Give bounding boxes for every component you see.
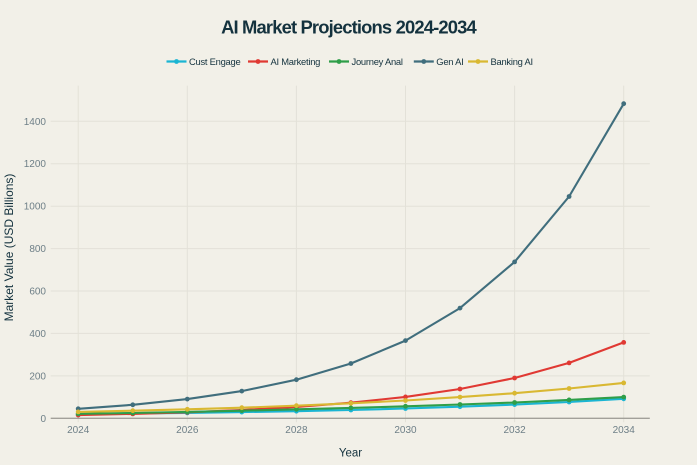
- svg-text:AI Marketing: AI Marketing: [271, 56, 321, 67]
- svg-text:Market Value (USD Billions): Market Value (USD Billions): [2, 174, 16, 322]
- svg-text:400: 400: [29, 329, 46, 340]
- svg-text:2034: 2034: [613, 425, 636, 436]
- svg-text:600: 600: [29, 287, 46, 298]
- svg-text:AI Market Projections 2024-203: AI Market Projections 2024-2034: [221, 17, 477, 38]
- svg-text:0: 0: [40, 414, 46, 425]
- svg-text:Gen AI: Gen AI: [436, 56, 463, 67]
- svg-text:800: 800: [29, 244, 46, 255]
- svg-text:2032: 2032: [503, 425, 526, 436]
- svg-text:1400: 1400: [24, 117, 47, 128]
- svg-text:1000: 1000: [24, 202, 47, 213]
- svg-text:Journey Anal: Journey Anal: [352, 56, 403, 67]
- svg-text:1200: 1200: [24, 159, 47, 170]
- svg-text:Banking AI: Banking AI: [491, 56, 533, 67]
- svg-text:2024: 2024: [67, 425, 90, 436]
- svg-text:2028: 2028: [285, 425, 308, 436]
- svg-text:200: 200: [29, 371, 46, 382]
- svg-text:2026: 2026: [176, 425, 199, 436]
- svg-text:Cust Engage: Cust Engage: [189, 56, 240, 67]
- svg-text:Year: Year: [339, 448, 362, 460]
- svg-text:2030: 2030: [394, 425, 417, 436]
